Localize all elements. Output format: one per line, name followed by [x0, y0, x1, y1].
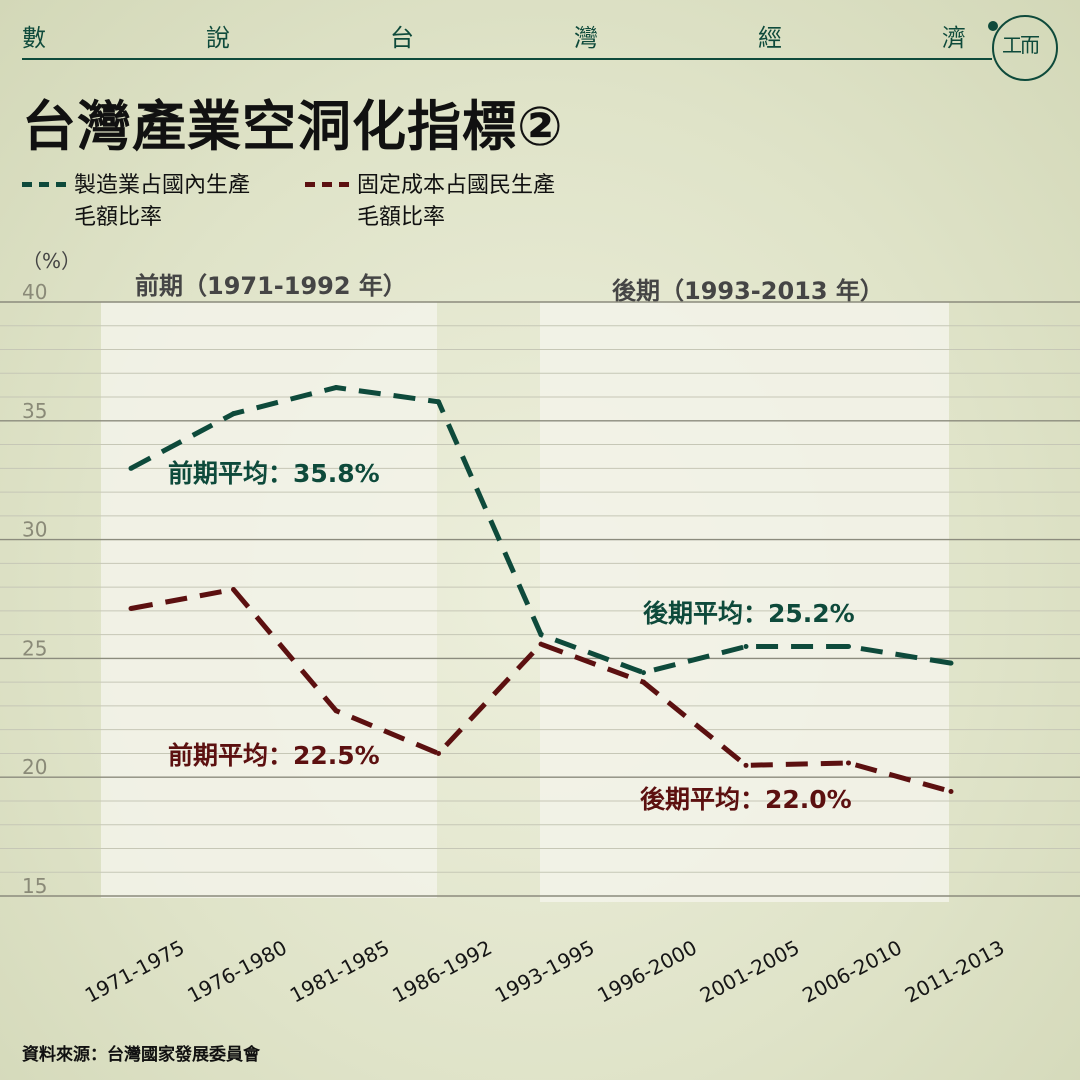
x-tick-label: 1981-1985 — [286, 935, 394, 1007]
series-title-char: 濟 — [942, 24, 966, 52]
source-note: 資料來源：台灣國家發展委員會 — [22, 1045, 260, 1065]
y-tick-label: 25 — [22, 636, 47, 660]
data-point — [743, 644, 749, 650]
period-label-late: 後期（1993-2013 年） — [612, 277, 884, 305]
period-panel-early — [101, 302, 437, 898]
page-title: 台灣產業空洞化指標② — [22, 95, 564, 158]
x-tick-label: 1993-1995 — [491, 935, 599, 1007]
y-tick-label: 30 — [22, 518, 47, 542]
data-point — [538, 641, 544, 647]
x-tick-label: 2006-2010 — [798, 935, 906, 1007]
x-tick-label: 2001-2005 — [696, 935, 804, 1007]
data-point — [538, 632, 544, 638]
x-tick-label: 1976-1980 — [183, 935, 291, 1007]
data-point — [128, 606, 134, 612]
legend-label-manufacturing: 製造業占國內生產 毛額比率 — [74, 173, 251, 230]
x-tick-label: 1971-1975 — [81, 935, 189, 1007]
series-title-char: 說 — [206, 24, 230, 52]
series-title-char: 數 — [22, 24, 46, 52]
average-annotation: 後期平均：22.0% — [640, 785, 852, 814]
period-panel-late — [540, 302, 949, 902]
x-tick-label: 1986-1992 — [388, 935, 496, 1007]
y-tick-label: 15 — [22, 874, 47, 898]
data-point — [846, 760, 851, 766]
legend-swatch-manufacturing — [22, 182, 66, 187]
data-point — [948, 788, 954, 794]
header-rule — [22, 58, 992, 60]
data-point — [333, 708, 339, 714]
logo: 工而 — [988, 15, 1058, 81]
period-label-early: 前期（1971-1992 年） — [135, 272, 407, 300]
series-title-char: 台 — [390, 24, 414, 52]
data-point — [641, 670, 646, 676]
data-point — [231, 411, 236, 417]
y-tick-label: 35 — [22, 399, 47, 423]
data-point — [436, 750, 441, 756]
data-point — [743, 762, 749, 768]
data-point — [948, 660, 954, 666]
x-tick-label: 1996-2000 — [593, 935, 701, 1007]
data-point — [436, 399, 441, 405]
y-tick-label: 20 — [22, 755, 47, 779]
legend-swatch-fixed-capital — [305, 182, 349, 187]
average-annotation: 前期平均：35.8% — [168, 459, 380, 488]
series-title-char: 經 — [758, 24, 782, 52]
data-point — [333, 385, 339, 391]
series-title-char: 灣 — [574, 24, 598, 52]
average-annotation: 前期平均：22.5% — [168, 741, 380, 770]
legend-label-fixed-capital: 固定成本占國民生產 毛額比率 — [357, 173, 556, 230]
data-point — [846, 644, 851, 650]
logo-dot — [988, 21, 998, 31]
average-annotation: 後期平均：25.2% — [643, 599, 855, 628]
data-point — [231, 586, 236, 592]
y-axis-unit-label: （%） — [22, 249, 82, 273]
data-point — [641, 679, 646, 685]
y-tick-label: 40 — [22, 280, 47, 304]
x-tick-label: 2011-2013 — [901, 935, 1009, 1007]
series-line-1 — [130, 586, 952, 794]
series-title: 數 說 台 灣 經 濟 — [22, 18, 972, 52]
data-point — [128, 465, 134, 471]
logo-text: 工而 — [1002, 33, 1040, 57]
